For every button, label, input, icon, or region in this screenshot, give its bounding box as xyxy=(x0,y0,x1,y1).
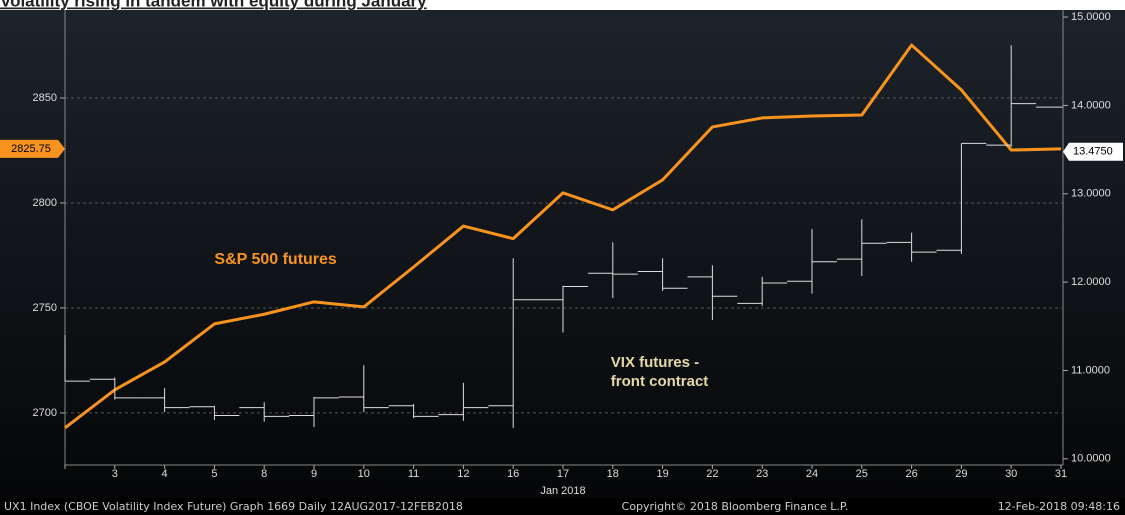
last-label-left-box xyxy=(0,139,65,158)
x-tick-label: 16 xyxy=(507,468,519,480)
y2-tick-label: 15.0000 xyxy=(1071,11,1111,23)
x-tick-label: 3 xyxy=(112,468,118,480)
x-tick-label: 23 xyxy=(756,468,768,480)
x-tick-label: 31 xyxy=(1055,468,1067,480)
x-tick-label: 22 xyxy=(706,468,718,480)
y2-tick-label: 10.0000 xyxy=(1071,453,1111,465)
x-tick-label: 25 xyxy=(856,468,868,480)
x-tick-label: 18 xyxy=(607,468,619,480)
footer-center: Copyright© 2018 Bloomberg Finance L.P. xyxy=(622,500,849,513)
y-tick-label: 2800 xyxy=(33,197,57,209)
y2-tick-label: 11.0000 xyxy=(1071,364,1110,376)
x-tick-label: 9 xyxy=(311,468,317,480)
y2-tick-label: 12.0000 xyxy=(1071,276,1111,288)
y2-tick-label: 13.0000 xyxy=(1071,188,1111,200)
x-tick-label: 26 xyxy=(905,468,917,480)
x-tick-label: 17 xyxy=(557,468,569,480)
x-tick-label: 24 xyxy=(806,468,818,480)
x-tick-label: 11 xyxy=(408,468,419,480)
x-tick-label: 29 xyxy=(955,468,967,480)
y-tick-label: 2750 xyxy=(33,302,57,314)
x-tick-label: 30 xyxy=(1005,468,1017,480)
sp500-line xyxy=(64,43,1062,430)
y-tick-label: 2700 xyxy=(33,407,57,419)
series-label: front contract xyxy=(611,373,709,390)
last-label-right: 13.4750 xyxy=(1073,146,1113,158)
x-tick-label: 8 xyxy=(261,468,267,480)
x-tick-label: 4 xyxy=(162,468,168,480)
plot-background xyxy=(0,10,1125,498)
x-tick-label: 19 xyxy=(656,468,668,480)
y2-tick-label: 14.0000 xyxy=(1071,99,1111,111)
x-tick-label: 5 xyxy=(211,468,217,480)
footer-left: UX1 Index (CBOE Volatility Index Future)… xyxy=(4,500,463,513)
last-label-right-box xyxy=(1063,142,1123,161)
y-tick-label: 2850 xyxy=(33,92,57,104)
chart-title: Volatility rising in tandem with equity … xyxy=(0,0,427,10)
last-label-left: 2825.75 xyxy=(11,143,51,155)
x-tick-label: 12 xyxy=(457,468,469,480)
x-tick-label: 10 xyxy=(358,468,370,480)
series-label: S&P 500 futures xyxy=(214,251,337,268)
title-strip xyxy=(0,0,1125,10)
footer-right: 12-Feb-2018 09:48:16 xyxy=(998,500,1120,513)
series-label: VIX futures - xyxy=(611,354,699,371)
x-axis-title: Jan 2018 xyxy=(540,485,585,497)
